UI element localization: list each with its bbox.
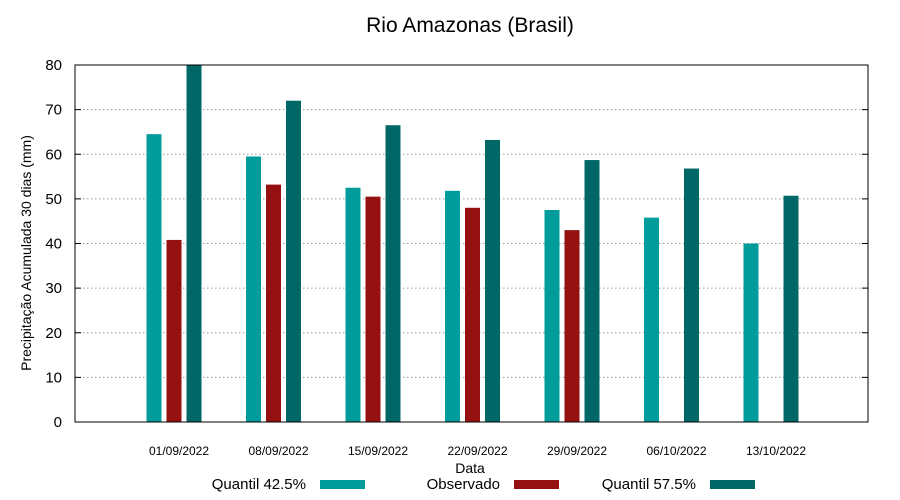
legend-swatch [514, 480, 559, 489]
legend-label: Observado [427, 476, 500, 493]
bars [146, 65, 799, 423]
legend: Quantil 42.5% Observado Quantil 57.5% [212, 476, 755, 493]
y-tick-label: 0 [54, 414, 62, 431]
y-tick-label: 10 [45, 369, 62, 386]
x-tick-label: 15/09/2022 [348, 444, 408, 458]
y-tick-label: 80 [45, 57, 62, 74]
y-tick-label: 20 [45, 325, 62, 342]
chart-title: Rio Amazonas (Brasil) [366, 14, 574, 37]
bar-quantil-42-5--6 [743, 243, 759, 422]
bar-quantil-42-5--3 [445, 190, 460, 422]
bar-observado-4 [564, 230, 580, 422]
x-axis-ticks: 01/09/2022 08/09/2022 15/09/2022 22/09/2022… [149, 444, 806, 458]
y-axis-label: Precipitação Acumulada 30 dias (mm) [18, 135, 34, 371]
x-tick-label: 08/09/2022 [248, 444, 308, 458]
y-tick-label: 30 [45, 280, 62, 297]
bar-quantil-57-5--2 [385, 125, 401, 423]
bar-observado-0 [166, 239, 182, 422]
bar-observado-3 [465, 207, 480, 422]
x-tick-label: 22/09/2022 [447, 444, 507, 458]
bar-observado-2 [365, 196, 381, 422]
legend-label: Quantil 57.5% [602, 476, 696, 493]
bar-quantil-57-5--5 [684, 168, 699, 422]
y-tick-label: 70 [45, 102, 62, 119]
legend-swatch [320, 480, 365, 489]
legend-swatch [710, 480, 755, 489]
bar-observado-1 [266, 184, 281, 422]
x-tick-label: 01/09/2022 [149, 444, 209, 458]
x-tick-label: 13/10/2022 [746, 444, 806, 458]
y-axis-ticks: 0 10 20 30 40 50 60 70 80 [45, 57, 868, 431]
bar-quantil-57-5--0 [186, 65, 202, 422]
bar-quantil-57-5--4 [584, 160, 600, 422]
bar-quantil-57-5--1 [286, 100, 301, 422]
legend-label: Quantil 42.5% [212, 476, 306, 493]
y-tick-label: 50 [45, 191, 62, 208]
x-tick-label: 29/09/2022 [547, 444, 607, 458]
bar-quantil-42-5--1 [246, 156, 261, 422]
bar-quantil-42-5--0 [146, 134, 162, 422]
bar-quantil-42-5--5 [644, 217, 659, 422]
x-tick-label: 06/10/2022 [646, 444, 706, 458]
x-axis-label: Data [455, 460, 485, 476]
bar-quantil-57-5--3 [485, 139, 500, 422]
y-tick-label: 40 [45, 236, 62, 253]
y-tick-label: 60 [45, 146, 62, 163]
bar-quantil-42-5--4 [544, 210, 560, 422]
bar-quantil-42-5--2 [345, 187, 361, 422]
bar-quantil-57-5--6 [783, 195, 799, 422]
